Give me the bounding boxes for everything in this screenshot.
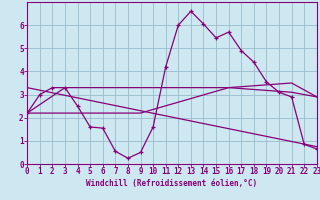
X-axis label: Windchill (Refroidissement éolien,°C): Windchill (Refroidissement éolien,°C) xyxy=(86,179,258,188)
